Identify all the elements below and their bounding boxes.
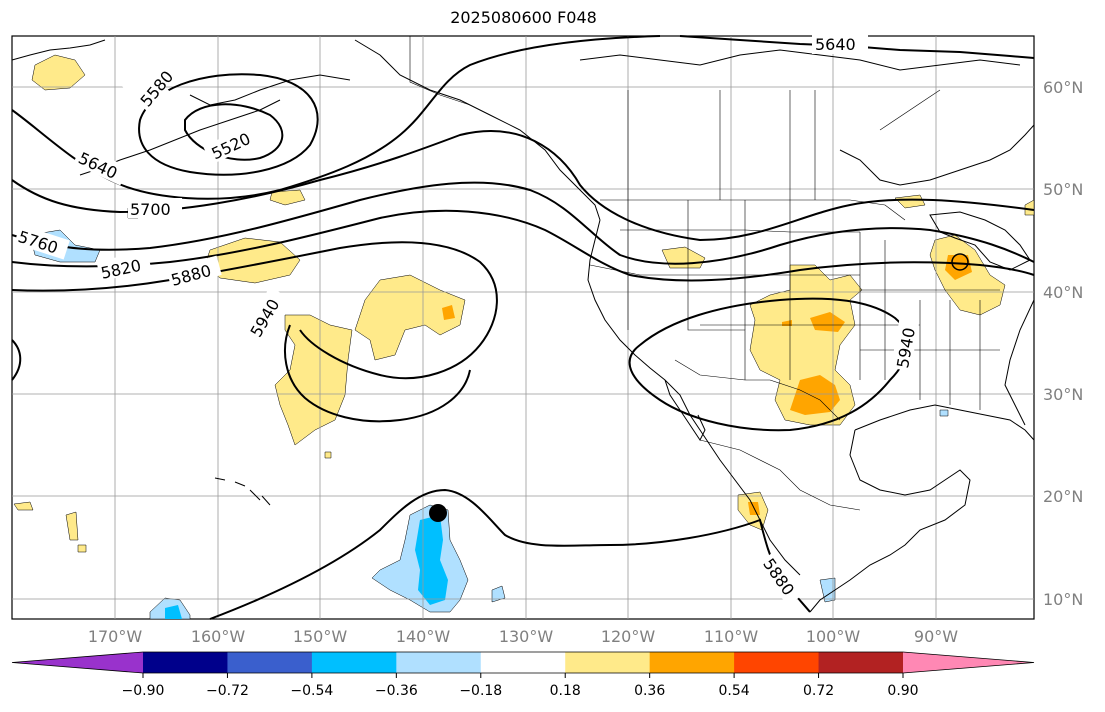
state-border xyxy=(687,200,746,380)
colorbar-tick-label: −0.54 xyxy=(290,683,333,699)
canada-province-border xyxy=(879,89,941,131)
colorbar-tick-label: 0.36 xyxy=(634,683,665,699)
shade-patch xyxy=(782,320,792,326)
political-borders xyxy=(409,36,1000,511)
map-title: 2025080600 F048 xyxy=(450,8,597,27)
lat-tick-label: 30°N xyxy=(1043,385,1083,404)
shade-patch xyxy=(65,511,79,541)
contour-5940-east xyxy=(628,297,909,432)
yucatan xyxy=(809,429,971,613)
contour-5760 xyxy=(11,181,1035,265)
lon-tick-label: 150°W xyxy=(293,627,348,646)
us-west-coast xyxy=(587,219,801,576)
contour-label: 5700 xyxy=(130,200,171,219)
shade-patch xyxy=(324,451,332,459)
lon-tick-label: 110°W xyxy=(704,627,759,646)
colorbar-tick-label: 0.18 xyxy=(550,683,581,699)
shade-patch xyxy=(819,577,836,603)
colorbar-swatch xyxy=(649,652,735,673)
alaska-coast xyxy=(354,39,601,221)
colorbar-tick-label: 0.90 xyxy=(887,683,918,699)
contour-5580 xyxy=(138,73,319,176)
latitude-labels: 60°N 50°N 40°N 30°N 20°N 10°N xyxy=(1043,78,1083,609)
gulf-coast xyxy=(854,404,1035,441)
lat-tick-label: 10°N xyxy=(1043,590,1083,609)
shade-patch xyxy=(442,305,455,320)
shade-patch xyxy=(354,274,466,361)
great-lakes xyxy=(929,211,1031,271)
lon-tick-label: 140°W xyxy=(396,627,451,646)
colorbar-swatch xyxy=(143,652,228,673)
arctic-coast xyxy=(579,49,1021,71)
colorbar: −0.90 −0.72 −0.54 −0.36 −0.18 0.18 0.36 0.54 0.7… xyxy=(11,651,1035,699)
shade-patch xyxy=(269,189,306,206)
shade-patch xyxy=(165,605,182,619)
alaska-canada-border xyxy=(409,36,471,106)
shade-patch xyxy=(894,194,926,209)
east-coast xyxy=(1004,299,1035,426)
colorbar-swatch xyxy=(311,652,397,673)
contour-5880-south xyxy=(209,488,811,620)
hudson-bay-shore xyxy=(839,124,1035,186)
colorbar-extend-high xyxy=(903,652,1034,673)
shade-patch xyxy=(939,409,949,417)
shade-patch xyxy=(790,375,840,415)
colorbar-tick-label: −0.90 xyxy=(122,683,165,699)
lat-tick-label: 40°N xyxy=(1043,283,1083,302)
lat-tick-label: 50°N xyxy=(1043,180,1083,199)
contour-5940-west xyxy=(284,324,471,423)
graticule xyxy=(12,36,1034,619)
us-mexico-border xyxy=(674,359,841,421)
colorbar-swatch xyxy=(565,652,651,673)
positive-shading xyxy=(13,54,1035,553)
siberia-coast xyxy=(11,39,106,61)
lon-tick-label: 160°W xyxy=(191,627,246,646)
colorbar-swatch xyxy=(734,652,820,673)
lon-tick-label: 130°W xyxy=(499,627,554,646)
contour-left-edge xyxy=(11,339,22,381)
shade-patch xyxy=(491,585,506,603)
contour-label: 5640 xyxy=(815,35,856,54)
contour-5820 xyxy=(11,209,1035,282)
colorbar-tick-label: 0.54 xyxy=(719,683,750,699)
map-frame xyxy=(11,35,1035,620)
colorbar-extend-low xyxy=(12,652,143,673)
colorbar-tick-label: 0.72 xyxy=(803,683,834,699)
hawaii-islands xyxy=(214,477,271,506)
lon-tick-label: 170°W xyxy=(88,627,143,646)
lon-tick-label: 100°W xyxy=(806,627,861,646)
shade-patch xyxy=(31,54,86,91)
colorbar-swatch xyxy=(818,652,904,673)
low-center-ring xyxy=(951,253,969,271)
colorbar-swatch xyxy=(227,652,313,673)
colorbar-tick-label: −0.36 xyxy=(375,683,418,699)
colorbar-swatch xyxy=(480,652,566,673)
lon-tick-label: 120°W xyxy=(601,627,656,646)
state-border xyxy=(620,229,860,233)
shade-patch xyxy=(274,314,353,446)
storm-center-marker xyxy=(429,504,447,522)
lat-tick-label: 20°N xyxy=(1043,487,1083,506)
baja-california xyxy=(664,379,706,441)
colorbar-tick-label: −0.72 xyxy=(206,683,249,699)
shade-patch xyxy=(1024,199,1035,216)
shade-patch xyxy=(810,312,845,332)
contour-5640-north xyxy=(679,35,1035,59)
lat-tick-label: 60°N xyxy=(1043,78,1083,97)
lon-tick-label: 90°W xyxy=(914,627,958,646)
longitude-labels: 170°W 160°W 150°W 140°W 130°W 120°W 110°… xyxy=(88,627,958,646)
shade-patch xyxy=(13,501,34,511)
colorbar-tick-label: −0.18 xyxy=(459,683,502,699)
shade-patch xyxy=(77,544,87,553)
colorbar-swatch xyxy=(396,652,482,673)
mexico-state-border xyxy=(699,439,861,511)
